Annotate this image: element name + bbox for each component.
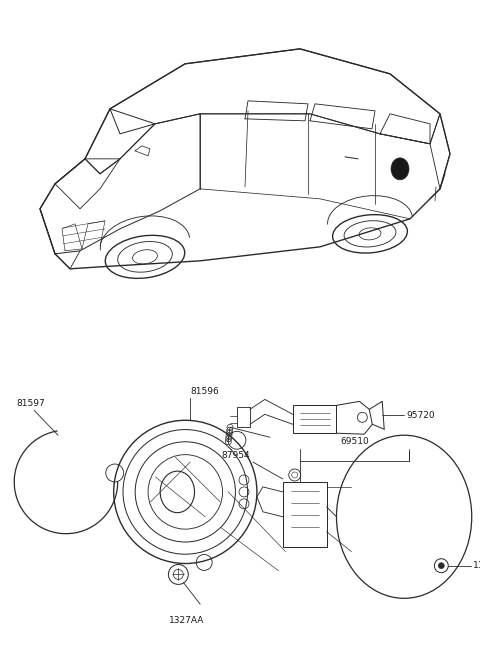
Text: 95720: 95720 — [406, 411, 435, 420]
Text: 1125AC: 1125AC — [473, 561, 480, 570]
Ellipse shape — [391, 158, 409, 180]
Text: 1327AA: 1327AA — [168, 616, 204, 625]
Text: 81597: 81597 — [16, 400, 45, 408]
Text: 87954: 87954 — [221, 451, 250, 460]
Text: 81596: 81596 — [190, 388, 219, 396]
Circle shape — [438, 563, 444, 569]
Text: 69510: 69510 — [340, 437, 369, 446]
